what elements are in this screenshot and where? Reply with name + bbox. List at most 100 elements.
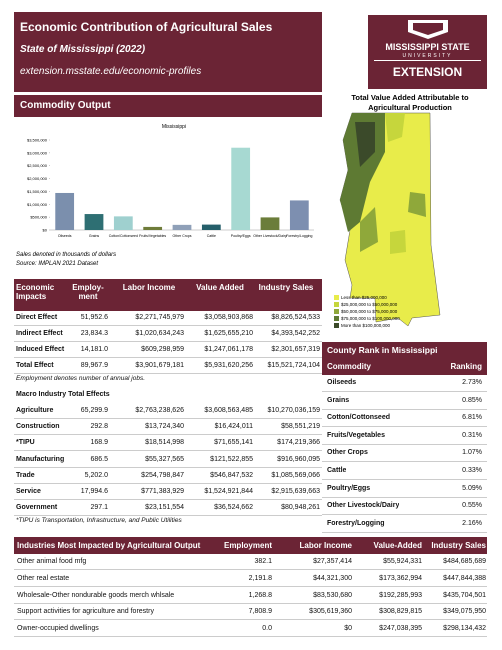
cell-value: $247,038,395 bbox=[379, 625, 422, 633]
legend-label: $50,000,000 to $75,000,000 bbox=[341, 309, 398, 314]
cell-value: 382.1 bbox=[254, 558, 272, 565]
cell-value: 686.5 bbox=[90, 455, 108, 463]
row-label: Wholesale-Other nondurable goods merch w… bbox=[17, 591, 175, 599]
row-rule bbox=[14, 357, 322, 358]
row-label: Cattle bbox=[327, 467, 347, 474]
cell-value: 2.73% bbox=[462, 379, 482, 386]
header-band bbox=[14, 12, 322, 92]
cell-value: $55,327,565 bbox=[145, 455, 184, 463]
cell-value: 7,808.9 bbox=[248, 608, 272, 616]
industries-header-band bbox=[14, 537, 487, 554]
x-tick-label: Cotton/Cottonseed bbox=[109, 234, 138, 238]
cell-value: 2.16% bbox=[462, 519, 482, 527]
cell-value: $83,530,680 bbox=[313, 591, 352, 599]
cell-value: $1,085,569,066 bbox=[271, 471, 320, 479]
cell-value: 0.55% bbox=[462, 502, 482, 510]
row-label: Other Crops bbox=[327, 449, 368, 457]
subtitle: State of Mississippi (2022) bbox=[20, 44, 146, 55]
logo-mark bbox=[408, 20, 448, 39]
x-tick-label: Forestry/Logging bbox=[286, 234, 312, 238]
cell-value: $484,685,689 bbox=[443, 558, 486, 565]
cell-value: 168.9 bbox=[90, 439, 108, 447]
y-tick-label: $3,500,000 bbox=[27, 138, 48, 143]
cell-value: $192,285,993 bbox=[379, 591, 422, 599]
cell-value: $44,321,300 bbox=[313, 574, 352, 582]
url: extension.msstate.edu/economic-profiles bbox=[20, 66, 202, 77]
x-tick-label: Other Livestock/Dairy bbox=[253, 234, 287, 238]
x-tick-label: Fruits/Vegetables bbox=[139, 234, 166, 238]
cell-value: $2,915,639,663 bbox=[271, 488, 320, 495]
cell-value: 6.81% bbox=[462, 414, 482, 422]
cell-value: 23,834.3 bbox=[80, 330, 108, 337]
row-rule bbox=[322, 426, 487, 428]
legend-swatch bbox=[334, 295, 339, 300]
x-tick-label: Other Crops bbox=[172, 234, 191, 238]
row-label: Trade bbox=[16, 471, 35, 479]
legend-label: $75,000,000 to $100,000,000 bbox=[341, 316, 400, 321]
column-header: Industries Most Impacted by Agricultural… bbox=[17, 541, 201, 550]
row-label: Service bbox=[16, 488, 41, 495]
row-label: Other animal food mfg bbox=[17, 558, 87, 565]
cell-value: $16,424,011 bbox=[214, 423, 253, 431]
row-label: *TIPU bbox=[16, 439, 35, 447]
legend-swatch bbox=[334, 302, 339, 307]
cell-value: 0.33% bbox=[462, 467, 482, 474]
cell-value: $1,020,634,243 bbox=[135, 330, 184, 337]
bar bbox=[289, 200, 309, 230]
bar bbox=[201, 224, 221, 230]
column-header: Ranking bbox=[450, 362, 482, 371]
row-rule bbox=[14, 418, 322, 419]
cell-value: 89,967.9 bbox=[80, 362, 108, 369]
row-rule bbox=[14, 482, 322, 484]
cell-value: $308,829,815 bbox=[379, 608, 422, 616]
legend-label: Less than $25,000,000 bbox=[341, 295, 387, 300]
cell-value: $298,134,432 bbox=[443, 625, 486, 633]
row-label: Indirect Effect bbox=[16, 330, 63, 337]
row-rule bbox=[14, 585, 487, 587]
cell-value: $18,514,998 bbox=[145, 439, 184, 447]
row-rule bbox=[14, 619, 487, 621]
x-tick-label: Grains bbox=[89, 234, 100, 238]
column-header: Employ-ment bbox=[72, 283, 104, 301]
row-rule bbox=[14, 373, 322, 374]
row-label: Agriculture bbox=[16, 407, 54, 414]
bar bbox=[84, 214, 104, 230]
map-title: Total Value Added Attributable to Agricu… bbox=[351, 93, 469, 112]
cell-value: $3,901,679,181 bbox=[135, 362, 184, 369]
logo-rule bbox=[374, 60, 481, 61]
row-rule bbox=[14, 569, 487, 570]
cell-value: $435,704,501 bbox=[443, 591, 486, 599]
row-label: Total Effect bbox=[16, 362, 54, 369]
legend-swatch bbox=[334, 316, 339, 321]
logo-name: MISSISSIPPI STATE bbox=[385, 42, 470, 52]
chart: Mississippi $0 $500,000 $1,000,000 $1,500,0… bbox=[27, 124, 314, 238]
cell-value: $5,931,620,256 bbox=[204, 362, 253, 369]
cell-value: 17,994.6 bbox=[80, 488, 108, 495]
cell-value: $27,357,414 bbox=[313, 558, 352, 565]
bar bbox=[260, 217, 280, 230]
cell-value: $58,551,219 bbox=[281, 423, 320, 431]
row-rule bbox=[14, 325, 322, 326]
rank-title: County Rank in Mississippi bbox=[327, 345, 438, 355]
bar bbox=[172, 224, 192, 230]
cell-value: $546,847,532 bbox=[210, 471, 253, 479]
cell-value: 1,268.8 bbox=[248, 591, 272, 599]
section-title: Commodity Output bbox=[20, 100, 111, 111]
y-tick-label: $2,000,000 bbox=[27, 176, 48, 181]
row-rule bbox=[322, 514, 487, 516]
row-rule bbox=[322, 479, 487, 480]
column-header: Industry Sales bbox=[431, 541, 486, 550]
row-label: Cotton/Cottonseed bbox=[327, 414, 390, 422]
row-label: Fruits/Vegetables bbox=[327, 431, 385, 439]
row-rule bbox=[14, 515, 322, 517]
cell-value: $80,948,261 bbox=[281, 504, 320, 512]
cell-value: 297.1 bbox=[90, 504, 108, 512]
cell-value: $1,625,655,210 bbox=[204, 330, 253, 337]
row-rule bbox=[322, 391, 487, 392]
row-label: Induced Effect bbox=[16, 346, 65, 353]
x-tick-label: Poultry/Eggs bbox=[231, 234, 251, 238]
row-label: Owner-occupied dwellings bbox=[17, 625, 99, 633]
cell-value: 51,952.6 bbox=[80, 314, 108, 321]
row-rule bbox=[322, 443, 487, 445]
